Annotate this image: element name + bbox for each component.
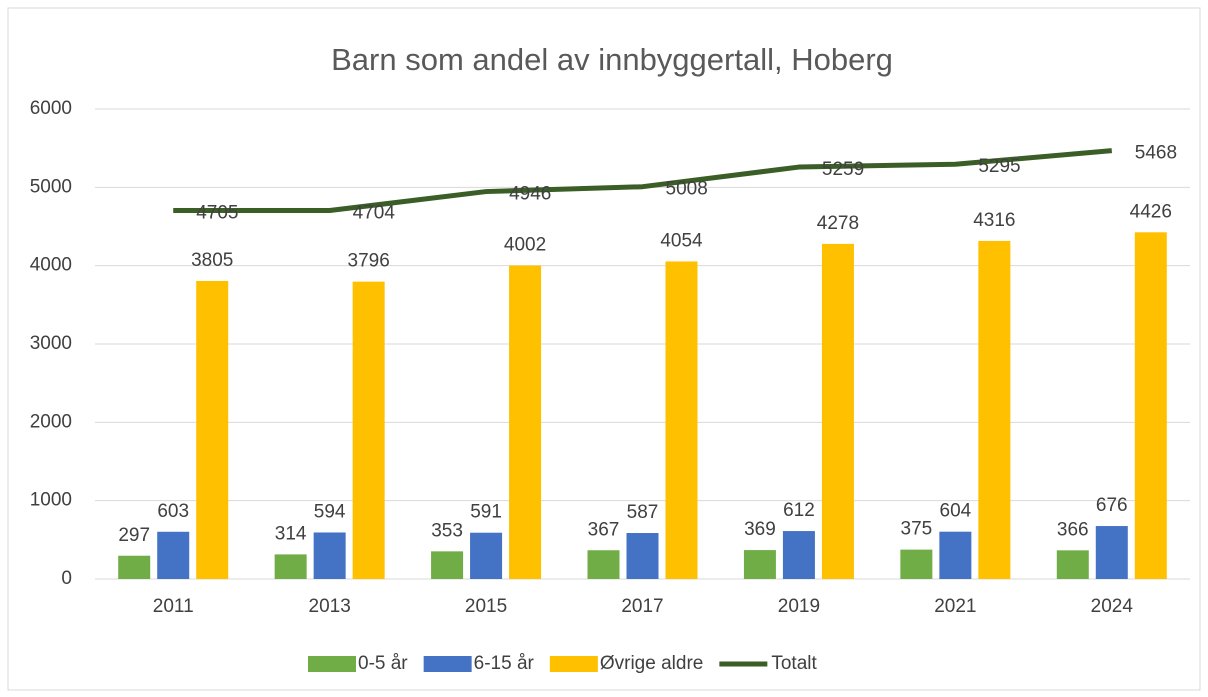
legend-label: 0-5 år	[358, 653, 408, 674]
x-tick-label: 2013	[309, 596, 351, 617]
bar	[509, 265, 542, 579]
chart-border	[7, 7, 1201, 691]
legend-label: Totalt	[771, 653, 817, 674]
bar	[313, 532, 346, 579]
bar	[782, 531, 815, 579]
data-label: 5295	[978, 156, 1020, 177]
x-tick-label: 2015	[465, 596, 507, 617]
y-tick-label: 1000	[30, 490, 72, 511]
y-tick-label: 3000	[30, 333, 72, 354]
chart-title: Barn som andel av innbyggertall, Hoberg	[331, 42, 893, 77]
legend-label: Øvrige aldre	[600, 653, 704, 674]
y-tick-label: 4000	[30, 255, 72, 276]
legend-label: 6-15 år	[474, 653, 535, 674]
bar	[274, 554, 307, 579]
bar	[352, 281, 385, 579]
data-label: 5259	[822, 159, 864, 180]
bar	[743, 550, 776, 579]
data-label: 587	[627, 502, 659, 523]
data-label: 594	[314, 501, 346, 522]
data-label: 4278	[817, 213, 859, 234]
legend-swatch	[423, 656, 472, 672]
data-label: 3796	[348, 251, 390, 272]
bar	[196, 280, 229, 579]
bar	[431, 551, 464, 579]
bar	[626, 533, 659, 579]
data-label: 4946	[509, 184, 551, 205]
data-label: 375	[901, 519, 933, 540]
bar	[821, 243, 854, 579]
y-tick-label: 2000	[30, 411, 72, 432]
data-label: 314	[275, 523, 307, 544]
data-label: 4426	[1130, 201, 1172, 222]
data-label: 604	[940, 501, 972, 522]
bar	[978, 240, 1011, 579]
data-label: 4054	[660, 230, 703, 251]
x-tick-label: 2017	[621, 596, 663, 617]
legend-swatch	[549, 656, 598, 672]
data-label: 612	[783, 500, 815, 521]
data-label: 366	[1057, 519, 1089, 540]
data-label: 4002	[504, 235, 546, 256]
bar	[900, 549, 933, 579]
data-label: 297	[118, 525, 150, 546]
data-label: 591	[470, 502, 502, 523]
x-tick-label: 2021	[934, 596, 976, 617]
line	[173, 148, 1113, 214]
bar	[1056, 550, 1089, 579]
bar	[1134, 232, 1167, 579]
data-label: 4316	[973, 210, 1015, 231]
data-label: 369	[744, 519, 776, 540]
data-label: 353	[431, 520, 463, 541]
data-label: 5008	[666, 179, 708, 200]
legend-swatch	[308, 656, 356, 672]
data-label: 5468	[1135, 143, 1177, 164]
y-tick-label: 0	[61, 568, 72, 589]
bar	[118, 555, 151, 579]
bar	[470, 532, 503, 579]
data-label: 4705	[196, 202, 238, 223]
data-label: 367	[588, 519, 620, 540]
data-label: 4704	[353, 203, 396, 224]
y-tick-label: 5000	[30, 176, 72, 197]
bar	[587, 550, 620, 579]
x-tick-label: 2024	[1091, 596, 1134, 617]
data-label: 676	[1096, 495, 1128, 516]
data-label: 603	[157, 501, 189, 522]
x-tick-label: 2011	[153, 596, 194, 617]
bar	[939, 531, 972, 579]
y-tick-label: 6000	[30, 98, 72, 119]
x-tick-label: 2019	[778, 596, 820, 617]
bar	[665, 261, 698, 579]
bar	[157, 531, 190, 579]
data-label: 3805	[191, 250, 233, 271]
bar	[1095, 526, 1128, 579]
